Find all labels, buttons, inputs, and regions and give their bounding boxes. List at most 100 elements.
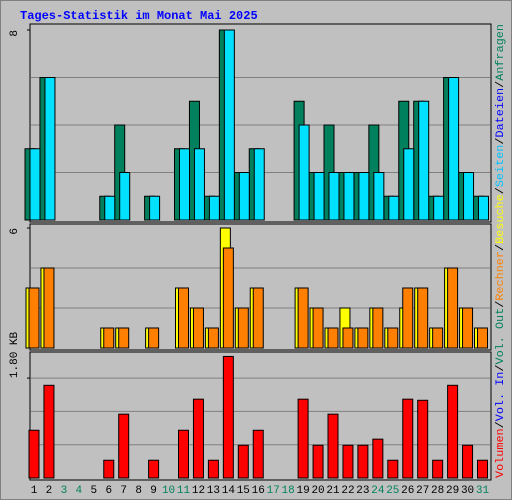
bar: [222, 355, 234, 479]
bar: [44, 77, 56, 221]
y-tick-label: 1.80 KB: [9, 331, 21, 378]
bar: [477, 459, 488, 479]
bar: [252, 429, 264, 479]
bar: [148, 459, 160, 479]
legend-entry: Dateien: [495, 88, 507, 138]
x-tick-label: 20: [311, 485, 324, 497]
bar: [448, 77, 460, 221]
bar: [342, 444, 354, 479]
bar: [447, 267, 459, 349]
bar: [223, 29, 235, 221]
bar: [104, 195, 116, 221]
bar: [387, 327, 399, 349]
bar: [208, 195, 220, 221]
x-tick-label: 23: [356, 485, 369, 497]
bar: [43, 384, 55, 479]
y-tick-label: 6: [9, 228, 21, 235]
bar: [179, 148, 190, 221]
legend-entry: Vol. Out: [495, 308, 507, 365]
bar: [252, 287, 264, 349]
legend-separator: /: [495, 187, 507, 194]
bar: [372, 307, 384, 349]
bar: [149, 195, 161, 221]
x-tick-label: 28: [431, 485, 444, 497]
legend-separator: /: [495, 244, 507, 251]
legend-entry: Seiten: [495, 145, 507, 188]
bar: [297, 287, 309, 349]
x-tick-label: 6: [105, 485, 112, 497]
bar: [462, 307, 474, 349]
bar: [28, 429, 40, 479]
bar: [372, 438, 384, 479]
bar: [29, 148, 41, 221]
x-tick-label: 9: [150, 485, 157, 497]
legend-separator: /: [495, 421, 507, 428]
legend: Volumen/Vol. In/Vol. Out/Rechner/Besuche…: [495, 24, 507, 478]
legend-separator: /: [495, 364, 507, 371]
bar: [357, 327, 369, 349]
x-tick-label: 14: [222, 485, 236, 497]
x-tick-label: 27: [416, 485, 429, 497]
bar: [193, 148, 205, 221]
x-tick-label: 10: [162, 485, 175, 497]
bar: [327, 327, 339, 349]
x-tick-label: 30: [461, 485, 474, 497]
bar: [418, 100, 430, 221]
bar: [43, 267, 55, 349]
bar: [207, 327, 219, 349]
x-tick-label: 15: [237, 485, 250, 497]
bar: [298, 124, 310, 221]
bar: [222, 247, 234, 349]
x-tick-label: 25: [386, 485, 399, 497]
bar: [178, 287, 189, 349]
bar: [237, 444, 249, 479]
x-tick-label: 19: [296, 485, 309, 497]
legend-separator: /: [495, 137, 507, 144]
legend-entry: Volumen: [495, 428, 507, 478]
x-tick-label: 18: [282, 485, 295, 497]
legend-separator: /: [495, 81, 507, 88]
x-tick-label: 29: [446, 485, 459, 497]
x-tick-label: 21: [326, 485, 340, 497]
bar: [313, 172, 325, 221]
bar: [192, 307, 204, 349]
bar: [253, 148, 265, 221]
x-tick-label: 11: [177, 485, 191, 497]
bar: [462, 444, 474, 479]
bar: [237, 307, 249, 349]
x-tick-label: 16: [252, 485, 265, 497]
bar: [388, 195, 400, 221]
bar: [207, 459, 219, 479]
panel-frame: [29, 223, 492, 351]
x-tick-label: 2: [46, 485, 53, 497]
bar: [402, 398, 414, 479]
bar: [297, 398, 309, 479]
bar: [28, 287, 40, 349]
x-tick-label: 4: [76, 485, 83, 497]
bar: [432, 459, 444, 479]
bar: [119, 172, 131, 221]
bar: [342, 327, 354, 349]
bar: [327, 413, 339, 479]
bar: [103, 459, 115, 479]
x-tick-label: 26: [401, 485, 414, 497]
x-tick-label: 31: [476, 485, 490, 497]
x-tick-label: 13: [207, 485, 220, 497]
bar: [238, 172, 250, 221]
bar: [103, 327, 115, 349]
legend-entry: Anfragen: [495, 24, 507, 81]
y-tick-label: 8: [9, 30, 21, 37]
legend-entry: Vol. In: [495, 372, 507, 422]
bar: [118, 413, 130, 479]
bar: [387, 459, 399, 479]
bar: [148, 327, 160, 349]
bar: [478, 195, 489, 221]
bar: [402, 287, 414, 349]
bar: [312, 307, 324, 349]
legend-separator: /: [495, 301, 507, 308]
bar: [373, 172, 385, 221]
bar: [417, 399, 429, 479]
bar: [403, 148, 415, 221]
